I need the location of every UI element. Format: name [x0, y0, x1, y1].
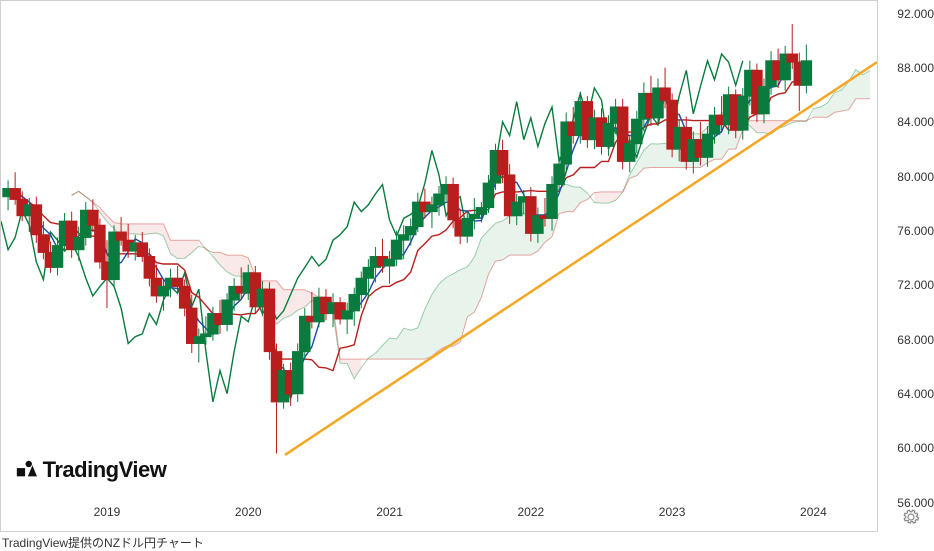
- chart-svg: [1, 1, 877, 531]
- x-tick: 2021: [376, 505, 403, 519]
- x-tick: 2022: [517, 505, 544, 519]
- y-tick: 60.000: [897, 441, 934, 455]
- settings-icon[interactable]: [902, 508, 920, 526]
- logo-text: TradingView: [43, 457, 167, 482]
- y-tick: 84.000: [897, 115, 934, 129]
- x-tick: 2023: [659, 505, 686, 519]
- y-tick: 68.000: [897, 333, 934, 347]
- y-tick: 92.000: [897, 7, 934, 21]
- y-tick: 88.000: [897, 61, 934, 75]
- x-axis: 2019 2020 2021 2022 2023 2024: [1, 505, 877, 525]
- y-tick: 80.000: [897, 170, 934, 184]
- y-tick: 72.000: [897, 278, 934, 292]
- x-tick: 2019: [94, 505, 121, 519]
- attribution-caption: TradingView提供のNZドル円チャート: [2, 534, 872, 551]
- chart-container: TradingView 201920202021202220232024 56.…: [0, 0, 934, 551]
- x-tick: 2020: [235, 505, 262, 519]
- y-axis: 56.00060.00064.00068.00072.00076.00080.0…: [884, 0, 934, 530]
- y-tick: 76.000: [897, 224, 934, 238]
- plot-area[interactable]: TradingView 2019 2020 2021 2022 2023 2024: [0, 0, 878, 532]
- x-tick: 2024: [800, 505, 827, 519]
- y-tick: 64.000: [897, 387, 934, 401]
- tradingview-logo-icon: [15, 458, 37, 480]
- tradingview-logo: TradingView: [15, 457, 166, 483]
